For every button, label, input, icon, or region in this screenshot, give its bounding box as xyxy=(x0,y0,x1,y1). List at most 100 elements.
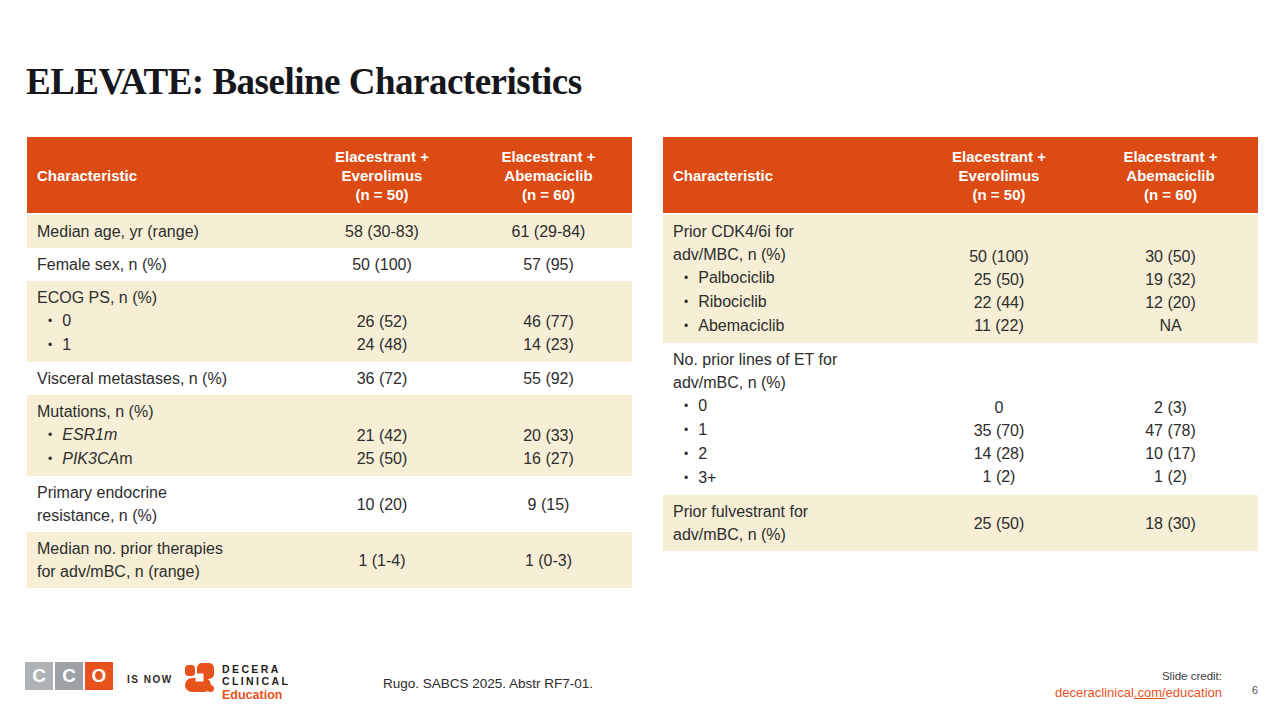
value-line xyxy=(1083,350,1258,373)
label-text: Median no. prior therapies xyxy=(37,540,223,557)
label-text: Primary endocrine xyxy=(37,484,167,501)
table-row: Mutations, n (%)•ESR1m•PIK3CAm 21 (42)25… xyxy=(27,395,632,476)
row-values-arm-2: 30 (50)19 (32)12 (20)NA xyxy=(1083,220,1258,338)
label-text: 0 xyxy=(698,397,707,414)
row-label: Female sex, n (%) xyxy=(27,253,299,276)
row-label-line: Median age, yr (range) xyxy=(37,220,299,243)
table-header-line: (n = 50) xyxy=(915,185,1083,204)
value-line xyxy=(1083,373,1258,396)
row-values-arm-2: 61 (29-84) xyxy=(465,220,632,243)
table-row: Median no. prior therapies for adv/mBC, n… xyxy=(27,532,632,588)
value-line: 12 (20) xyxy=(1083,291,1258,314)
label-text: ECOG PS, n (%) xyxy=(37,289,157,306)
decera-logo-icon xyxy=(185,663,214,694)
slide: ELEVATE: Baseline Characteristics Charac… xyxy=(0,0,1280,720)
table-row: Median age, yr (range) 58 (30-83)61 (29-8… xyxy=(27,215,632,248)
value-line: 16 (27) xyxy=(465,447,632,470)
row-label: Primary endocrine resistance, n (%) xyxy=(27,481,299,527)
table-row: Prior fulvestrant for adv/mBC, n (%) 25 (5… xyxy=(663,495,1258,551)
decera-wordmark-line: CLINICAL xyxy=(222,676,290,688)
row-label: Prior fulvestrant for adv/mBC, n (%) xyxy=(663,500,915,546)
row-values-arm-1: 58 (30-83) xyxy=(299,220,465,243)
slide-credit-link-part: education xyxy=(1166,685,1222,700)
row-values-arm-1: 1 (1-4) xyxy=(299,537,465,583)
table-row: ECOG PS, n (%)•0•1 26 (52)24 (48) 46 (77… xyxy=(27,281,632,362)
table-header-line: Abemaciclib xyxy=(465,166,632,185)
row-values-arm-2: 46 (77)14 (23) xyxy=(465,286,632,357)
value-line: 36 (72) xyxy=(299,367,465,390)
label-text: Median age, yr (range) xyxy=(37,223,199,240)
value-line: 18 (30) xyxy=(1083,512,1258,535)
table-header-line: Elacestrant + xyxy=(1083,147,1258,166)
baseline-table-left: CharacteristicElacestrant +Everolimus(n … xyxy=(27,137,632,588)
row-label: Median age, yr (range) xyxy=(27,220,299,243)
slide-credit-label: Slide credit: xyxy=(1055,669,1222,683)
row-values-arm-1: 26 (52)24 (48) xyxy=(299,286,465,357)
label-text: PIK3CA xyxy=(62,450,119,467)
slide-credit-link-part: deceraclinical xyxy=(1055,685,1134,700)
row-label-line: Primary endocrine xyxy=(37,481,299,504)
label-text: 1 xyxy=(62,336,71,353)
row-label-line: Median no. prior therapies xyxy=(37,537,299,560)
row-values-arm-1: 50 (100) xyxy=(299,253,465,276)
value-line: 22 (44) xyxy=(915,291,1083,314)
value-line: 10 (17) xyxy=(1083,442,1258,465)
row-label: No. prior lines of ET for adv/mBC, n (%) •… xyxy=(663,348,915,490)
label-text: adv/mBC, n (%) xyxy=(673,374,786,391)
row-values-arm-2: 55 (92) xyxy=(465,367,632,390)
label-text: ESR1m xyxy=(62,426,117,443)
value-line: 11 (22) xyxy=(915,314,1083,337)
bullet-icon: • xyxy=(48,428,52,442)
label-text: Abemaciclib xyxy=(698,317,784,334)
decera-education-label: Education xyxy=(222,688,290,702)
label-text: adv/mBC, n (%) xyxy=(673,526,786,543)
row-values-arm-1: 25 (50) xyxy=(915,500,1083,546)
label-text: for adv/mBC, n (range) xyxy=(37,563,200,580)
row-label-line: •Palbociclib xyxy=(673,266,915,290)
row-label-line: Prior fulvestrant for xyxy=(673,500,915,523)
table-header-line: Elacestrant + xyxy=(915,147,1083,166)
row-label-line: •2 xyxy=(673,442,915,466)
row-label-line: Mutations, n (%) xyxy=(37,400,299,423)
bullet-icon: • xyxy=(48,314,52,328)
label-text: resistance, n (%) xyxy=(37,507,157,524)
value-line: 55 (92) xyxy=(465,367,632,390)
label-text: Visceral metastases, n (%) xyxy=(37,370,227,387)
bullet-icon: • xyxy=(684,423,688,437)
value-line: 50 (100) xyxy=(299,253,465,276)
row-label-line: No. prior lines of ET for xyxy=(673,348,915,371)
table-header-arm-1: Elacestrant +Everolimus(n = 50) xyxy=(915,147,1083,204)
value-line: 19 (32) xyxy=(1083,268,1258,291)
value-line xyxy=(915,350,1083,373)
row-values-arm-1: 50 (100)25 (50)22 (44)11 (22) xyxy=(915,220,1083,338)
row-label: Prior CDK4/6i foradv/MBC, n (%)•Palbocic… xyxy=(663,220,915,338)
value-line xyxy=(1083,222,1258,245)
table-header-line: (n = 60) xyxy=(465,185,632,204)
row-label-line: Female sex, n (%) xyxy=(37,253,299,276)
row-values-arm-2: 2 (3)47 (78)10 (17)1 (2) xyxy=(1083,348,1258,490)
row-label: Median no. prior therapies for adv/mBC, n… xyxy=(27,537,299,583)
value-line: 14 (23) xyxy=(465,333,632,356)
value-line: 58 (30-83) xyxy=(299,220,465,243)
table-row: Primary endocrine resistance, n (%) 10 (20… xyxy=(27,476,632,532)
decera-wordmark-line: DECERA xyxy=(222,664,290,676)
row-label-line: • ESR1m xyxy=(37,423,299,447)
label-text: 3+ xyxy=(698,469,716,486)
decera-logo: DECERA CLINICAL Education xyxy=(185,663,290,702)
bullet-icon: • xyxy=(48,338,52,352)
table-header-line: Elacestrant + xyxy=(299,147,465,166)
slide-title: ELEVATE: Baseline Characteristics xyxy=(26,60,582,103)
row-label-line: •0 xyxy=(673,394,915,418)
value-line: 10 (20) xyxy=(299,493,465,516)
value-line: 25 (50) xyxy=(299,447,465,470)
row-values-arm-2: 1 (0-3) xyxy=(465,537,632,583)
row-values-arm-2: 18 (30) xyxy=(1083,500,1258,546)
value-line xyxy=(465,401,632,424)
label-text: Palbociclib xyxy=(698,269,774,286)
row-values-arm-2: 57 (95) xyxy=(465,253,632,276)
slide-credit-link[interactable]: deceraclinical.com/education xyxy=(1055,685,1222,700)
slide-credit-link-part: .com/ xyxy=(1134,685,1166,700)
value-line: 25 (50) xyxy=(915,512,1083,535)
row-values-arm-1: 035 (70)14 (28)1 (2) xyxy=(915,348,1083,490)
table-header-line: (n = 50) xyxy=(299,185,465,204)
